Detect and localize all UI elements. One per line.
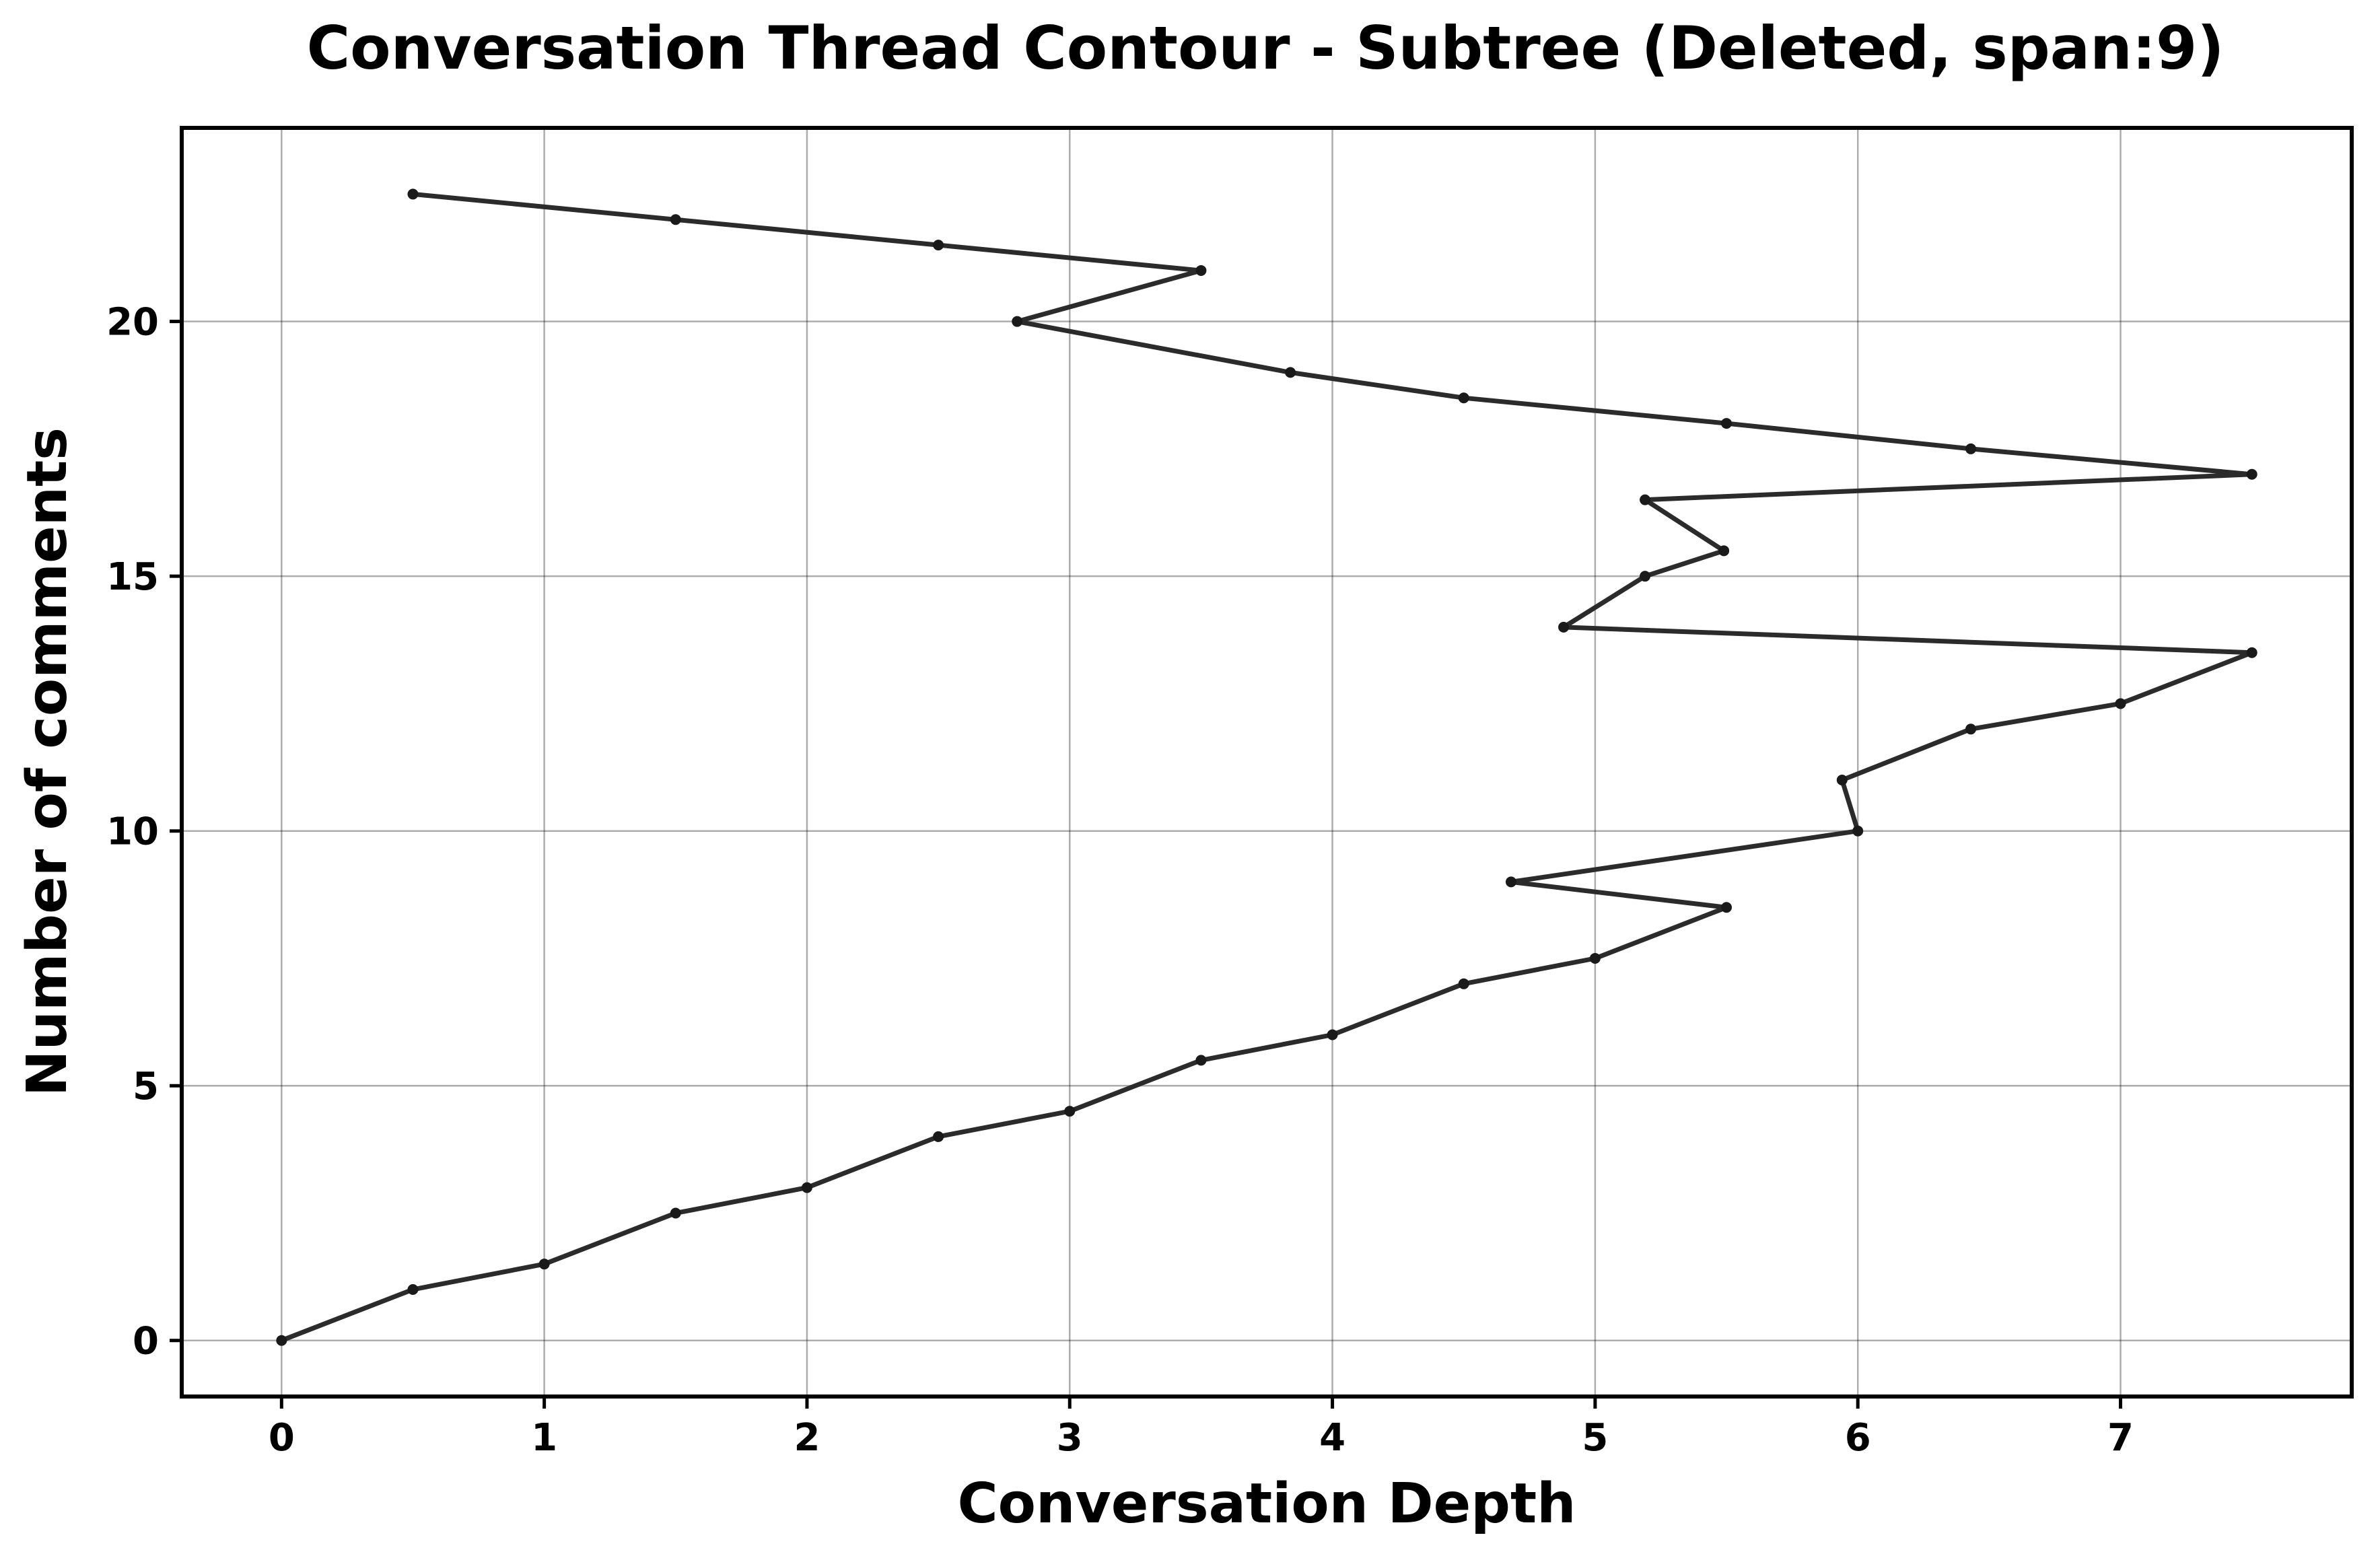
y-tick-label: 20 bbox=[106, 301, 159, 345]
data-point bbox=[1836, 774, 1848, 785]
data-point bbox=[1640, 494, 1651, 505]
data-point bbox=[1195, 264, 1207, 276]
x-tick-label: 6 bbox=[1845, 1416, 1871, 1460]
y-tick-label: 15 bbox=[106, 555, 159, 599]
data-point bbox=[1195, 1055, 1207, 1066]
data-point bbox=[2246, 647, 2258, 658]
data-point bbox=[1327, 1029, 1338, 1040]
data-point bbox=[801, 1182, 812, 1193]
data-point bbox=[933, 240, 944, 251]
data-point bbox=[1589, 952, 1601, 964]
data-point bbox=[407, 188, 419, 200]
data-point bbox=[1458, 978, 1469, 989]
data-point bbox=[407, 1284, 419, 1296]
y-tick-label: 10 bbox=[106, 810, 159, 854]
data-point bbox=[933, 1131, 944, 1142]
series-layer bbox=[276, 188, 2258, 1346]
data-point bbox=[1721, 418, 1733, 429]
y-tick-label: 0 bbox=[133, 1320, 159, 1364]
data-point bbox=[1721, 902, 1733, 913]
x-tick-label: 7 bbox=[2107, 1416, 2134, 1460]
data-point bbox=[538, 1259, 550, 1270]
data-point bbox=[1965, 723, 1977, 735]
tick-layer: 0 1 2 3 4 5 6 7 0 5 10 15 20 bbox=[106, 301, 2134, 1460]
data-point bbox=[1012, 316, 1023, 327]
x-axis-label: Conversation Depth bbox=[957, 1472, 1576, 1536]
plot-frame bbox=[180, 126, 2354, 1399]
data-point bbox=[670, 214, 681, 225]
y-axis-label: Number of comments bbox=[15, 427, 79, 1096]
x-tick-label: 3 bbox=[1057, 1416, 1083, 1460]
x-tick-label: 0 bbox=[269, 1416, 295, 1460]
y-tick-label: 5 bbox=[133, 1065, 159, 1108]
data-point bbox=[1965, 443, 1977, 454]
data-point bbox=[2246, 468, 2258, 480]
data-point bbox=[276, 1335, 287, 1346]
data-point bbox=[1285, 367, 1296, 378]
x-tick-label: 1 bbox=[531, 1416, 557, 1460]
x-tick-label: 5 bbox=[1582, 1416, 1608, 1460]
series-line bbox=[279, 191, 2255, 1343]
data-point bbox=[1558, 621, 1570, 633]
x-tick-label: 4 bbox=[1319, 1416, 1345, 1460]
data-point bbox=[1640, 571, 1651, 582]
x-tick-label: 2 bbox=[794, 1416, 820, 1460]
grid-layer bbox=[182, 128, 2352, 1397]
chart-title: Conversation Thread Contour - Subtree (D… bbox=[307, 13, 2225, 83]
data-point bbox=[1505, 876, 1516, 888]
data-point bbox=[1064, 1106, 1076, 1117]
data-point bbox=[1852, 825, 1864, 837]
data-point bbox=[1718, 545, 1730, 557]
data-point bbox=[670, 1207, 681, 1219]
data-point bbox=[2115, 698, 2126, 709]
data-point bbox=[1458, 392, 1469, 404]
